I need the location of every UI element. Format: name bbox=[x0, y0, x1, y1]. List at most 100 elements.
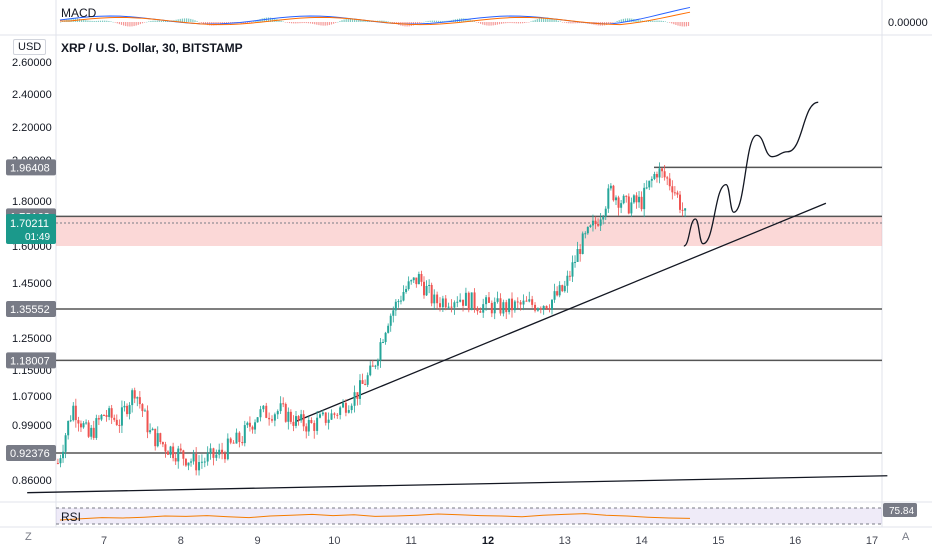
currency-badge[interactable]: USD bbox=[13, 39, 47, 55]
x-tick-label: 8 bbox=[178, 535, 184, 547]
candle-body bbox=[149, 430, 152, 433]
candle-body bbox=[295, 416, 297, 426]
macd-histogram-bar bbox=[608, 22, 610, 25]
x-tick-label: 7 bbox=[101, 535, 107, 547]
macd-histogram-bar bbox=[322, 22, 324, 26]
macd-histogram-bar bbox=[477, 22, 480, 23]
macd-histogram-bar bbox=[131, 22, 133, 27]
macd-histogram-bar bbox=[610, 22, 612, 24]
y-tick-label: 1.25000 bbox=[12, 333, 52, 345]
macd-histogram-bar bbox=[559, 21, 561, 22]
macd-histogram-bar bbox=[232, 22, 234, 24]
candle-body bbox=[516, 301, 519, 303]
candle-body bbox=[574, 261, 577, 263]
candle-body bbox=[287, 411, 290, 422]
auto-scale-button[interactable]: A bbox=[902, 531, 910, 543]
candle-body bbox=[415, 277, 418, 285]
level-price-label: 1.18007 bbox=[10, 355, 50, 367]
candle-body bbox=[226, 438, 229, 460]
macd-histogram-bar bbox=[490, 22, 492, 26]
candle-body bbox=[467, 292, 470, 311]
candle-body bbox=[92, 427, 95, 438]
macd-histogram-bar bbox=[566, 22, 568, 24]
candle-body bbox=[305, 426, 308, 432]
macd-histogram-bar bbox=[431, 20, 433, 22]
trendline[interactable] bbox=[295, 202, 827, 422]
macd-histogram-bar bbox=[635, 19, 637, 22]
macd-histogram-bar bbox=[654, 20, 656, 22]
candle-body bbox=[620, 203, 623, 208]
candle-body bbox=[342, 402, 345, 408]
x-tick-label: 11 bbox=[405, 535, 416, 547]
macd-histogram-bar bbox=[414, 22, 417, 25]
macd-histogram-bar bbox=[225, 22, 228, 24]
macd-histogram-bar bbox=[288, 22, 291, 24]
macd-histogram-bar bbox=[297, 22, 299, 24]
macd-histogram-bar bbox=[120, 22, 123, 25]
candle-body bbox=[246, 422, 249, 426]
candle-body bbox=[336, 414, 339, 416]
candle-body bbox=[62, 451, 65, 459]
candle-body bbox=[103, 414, 105, 416]
candle-body bbox=[420, 273, 423, 282]
macd-histogram-bar bbox=[551, 18, 553, 22]
macd-histogram-bar bbox=[652, 20, 654, 22]
macd-histogram-bar bbox=[309, 22, 312, 24]
macd-histogram-bar bbox=[125, 22, 127, 27]
macd-histogram-bar bbox=[570, 22, 572, 24]
macd-histogram-bar bbox=[484, 22, 486, 26]
signal-line bbox=[60, 11, 691, 26]
level-price-tag bbox=[6, 300, 56, 317]
candle-body bbox=[638, 196, 641, 203]
macd-histogram-bar bbox=[685, 22, 687, 27]
macd-histogram-bar bbox=[513, 22, 515, 24]
macd-histogram-bar bbox=[91, 20, 93, 22]
candle-body bbox=[399, 300, 402, 302]
candle-body bbox=[650, 178, 653, 181]
candle-body bbox=[666, 177, 669, 179]
macd-histogram-bar bbox=[272, 17, 274, 22]
macd-pane-label: MACD bbox=[61, 6, 97, 20]
macd-histogram-bar bbox=[622, 18, 624, 22]
candle-body bbox=[330, 413, 333, 420]
y-tick-label: 2.40000 bbox=[12, 89, 52, 101]
zoom-button[interactable]: Z bbox=[25, 531, 32, 543]
candle-body bbox=[609, 185, 612, 189]
candle-body bbox=[439, 303, 441, 308]
macd-histogram-bar bbox=[465, 18, 467, 22]
macd-histogram-bar bbox=[104, 20, 106, 22]
macd-histogram-bar bbox=[160, 20, 162, 22]
trendline[interactable] bbox=[27, 475, 888, 494]
candle-body bbox=[456, 301, 459, 303]
macd-histogram-bar bbox=[381, 20, 383, 22]
macd-histogram-bar bbox=[324, 22, 326, 26]
macd-histogram-bar bbox=[492, 22, 494, 26]
candle-body bbox=[133, 390, 136, 399]
candle-body bbox=[551, 299, 553, 310]
macd-histogram-bar bbox=[429, 20, 431, 22]
candle-body bbox=[90, 427, 93, 437]
candle-body bbox=[462, 299, 465, 306]
candle-body bbox=[679, 194, 681, 210]
macd-histogram-bar bbox=[251, 22, 253, 23]
candle-body bbox=[625, 195, 628, 197]
candle-body bbox=[508, 298, 511, 313]
macd-histogram-bar bbox=[165, 20, 167, 22]
macd-histogram-bar bbox=[385, 20, 387, 22]
projection-path[interactable] bbox=[683, 101, 819, 247]
level-price-tag bbox=[6, 352, 56, 369]
candle-body bbox=[141, 404, 144, 412]
macd-histogram-bar bbox=[578, 22, 580, 24]
candle-body bbox=[681, 209, 684, 211]
candle-body bbox=[223, 453, 226, 460]
macd-histogram-bar bbox=[267, 17, 270, 22]
supply-zone[interactable] bbox=[56, 216, 882, 246]
macd-histogram-bar bbox=[545, 17, 547, 22]
macd-histogram-bar bbox=[188, 18, 190, 22]
candle-body bbox=[668, 178, 671, 187]
candle-body bbox=[192, 453, 195, 462]
macd-histogram-bar bbox=[116, 22, 118, 24]
